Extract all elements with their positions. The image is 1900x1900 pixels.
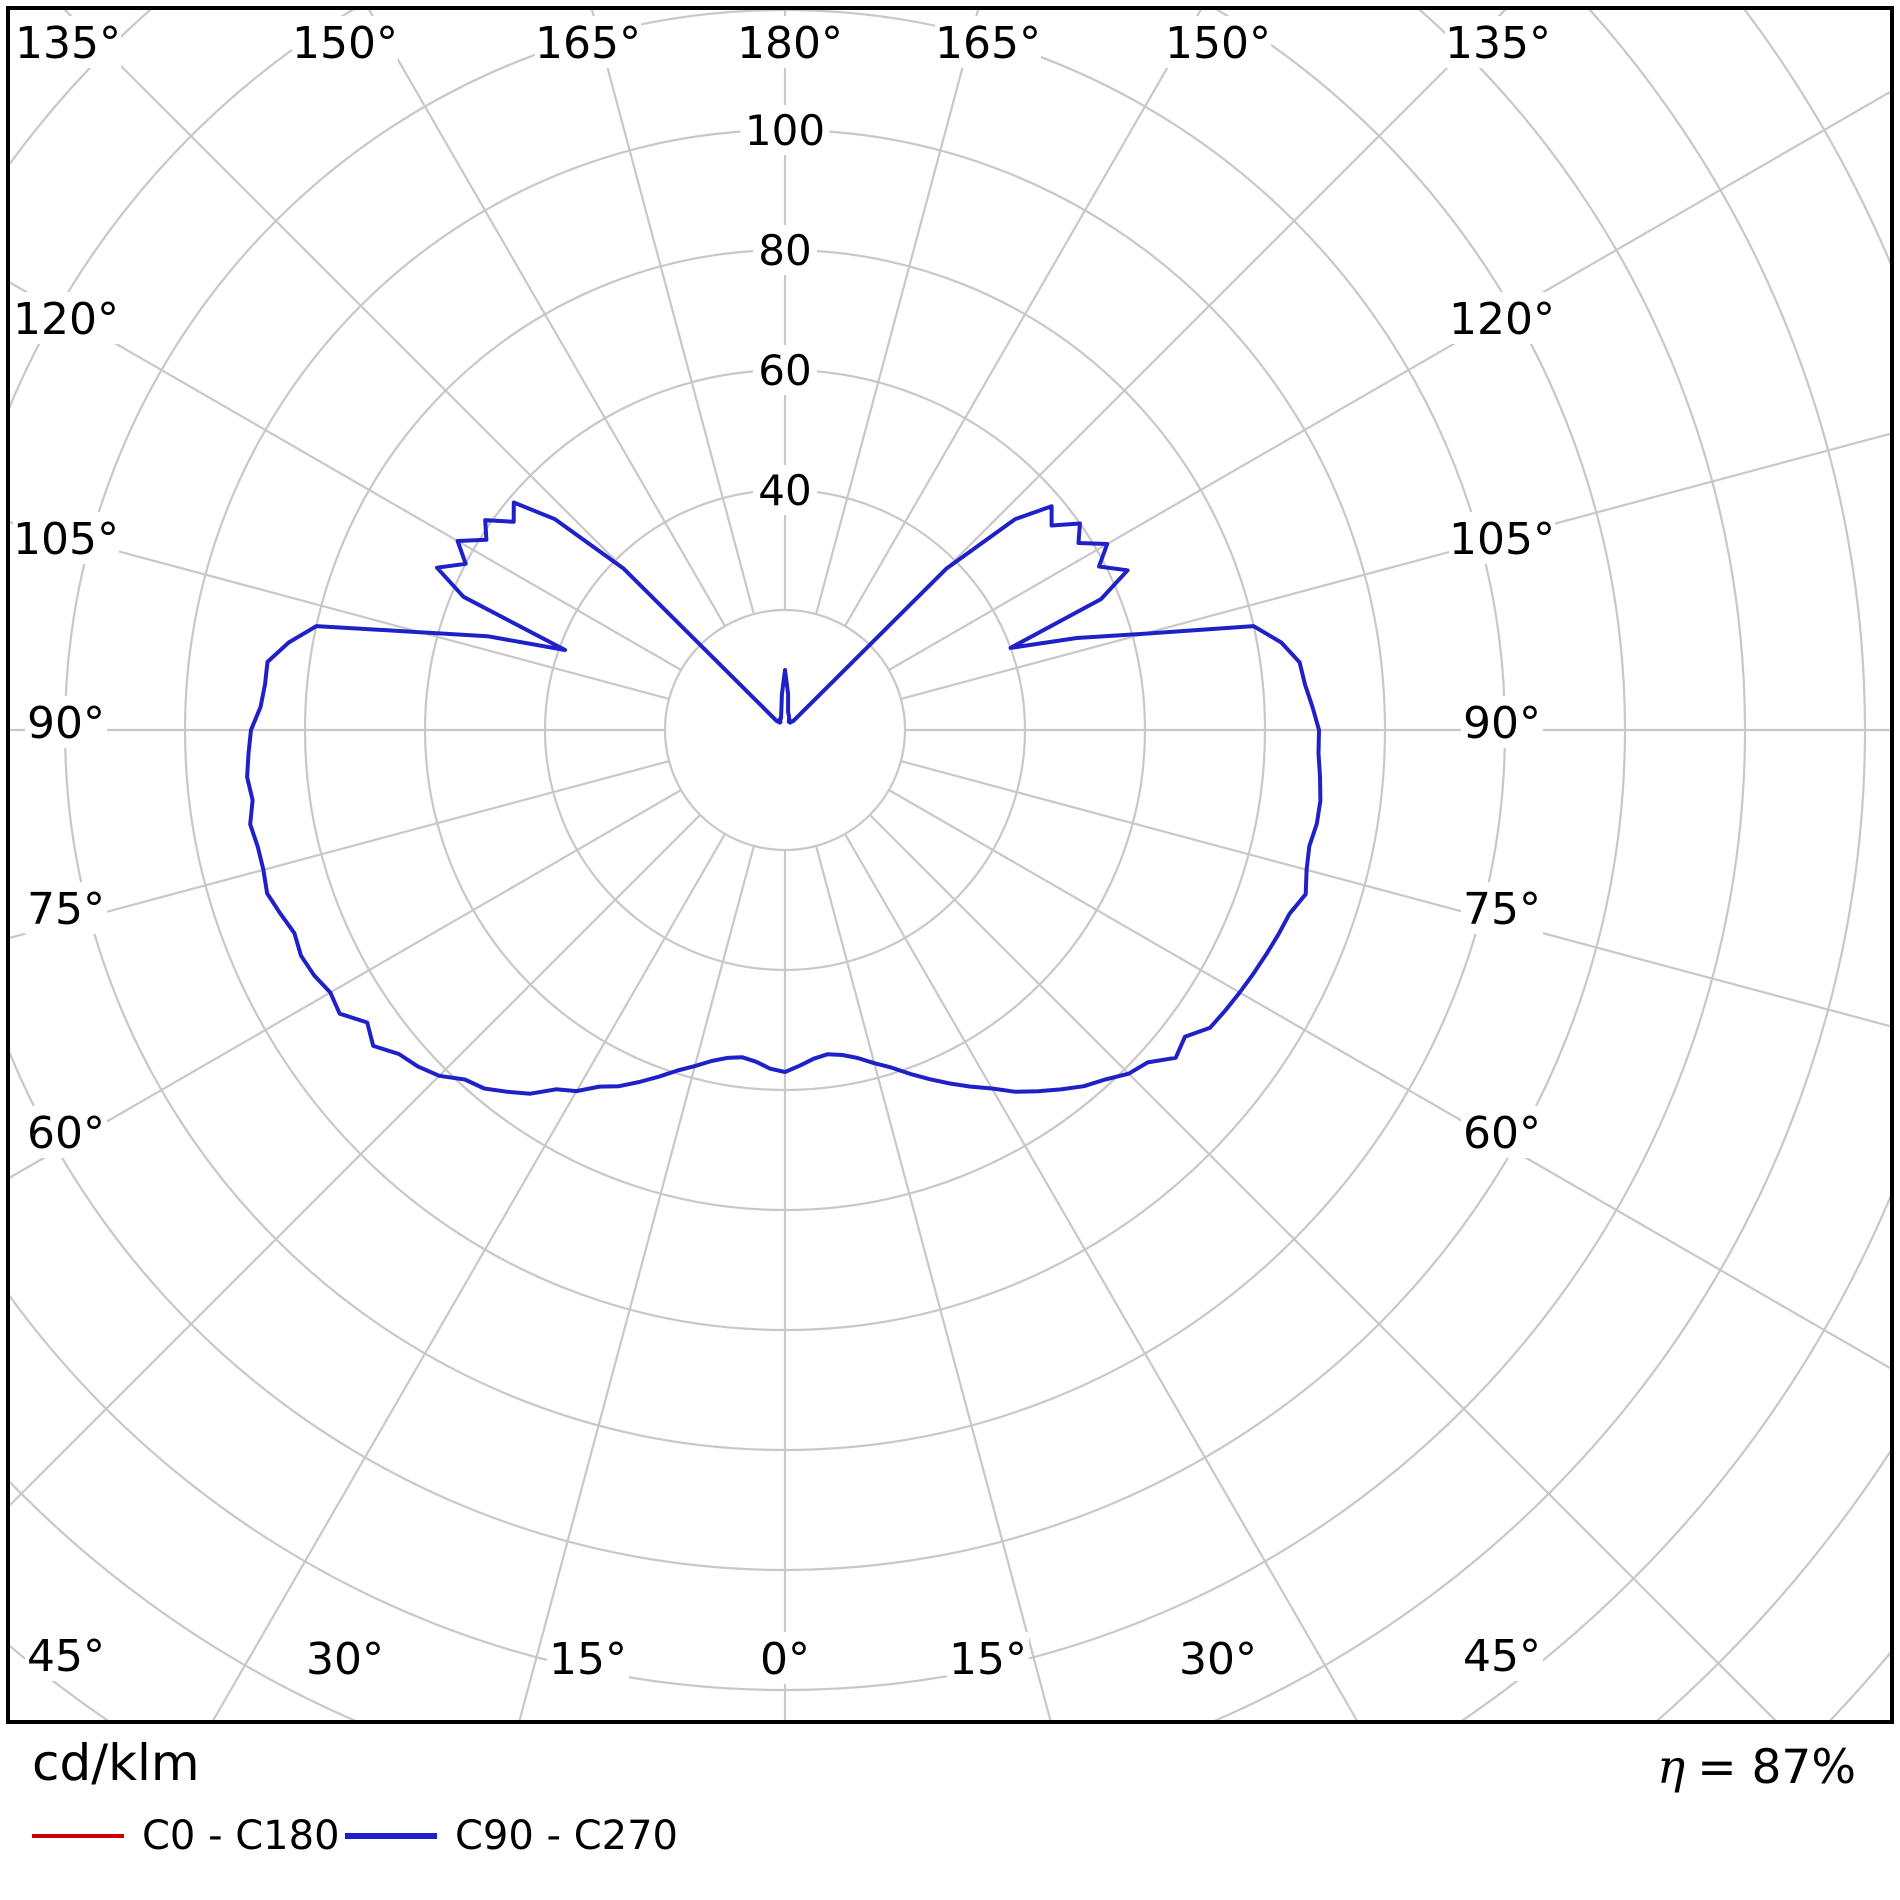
angle-label: 180° — [737, 18, 843, 69]
angle-label: 165° — [935, 18, 1041, 69]
angle-label: 150° — [1165, 18, 1271, 69]
angle-label-mask — [15, 16, 121, 68]
angle-label: 45° — [1463, 1631, 1541, 1682]
grid-radial-line — [900, 432, 1890, 700]
angle-label: 45° — [27, 1631, 105, 1682]
grid-radial-line — [869, 10, 1507, 646]
plot-border — [6, 6, 1894, 1724]
grid-radial-line — [10, 760, 670, 939]
c90-c270-line-swatch — [345, 1833, 437, 1839]
angle-label-mask — [1461, 1629, 1543, 1681]
angle-label-mask — [13, 292, 119, 344]
angle-label-mask — [737, 16, 843, 68]
grid-radial-line — [368, 10, 726, 627]
angle-label: 60° — [1463, 1108, 1541, 1159]
angle-label-mask — [1445, 16, 1551, 68]
ring-label-mask — [753, 345, 817, 395]
angle-label: 135° — [15, 18, 121, 69]
grid-radial-line — [869, 814, 1777, 1720]
grid-radial-line — [815, 10, 980, 615]
angle-label: 15° — [549, 1634, 627, 1685]
angle-label: 150° — [292, 18, 398, 69]
angle-label-mask — [1449, 512, 1555, 564]
grid-radial-line — [590, 10, 755, 615]
angle-label-mask — [1461, 696, 1543, 748]
angle-label-mask — [292, 16, 398, 68]
angle-label-mask — [25, 1106, 107, 1158]
grid-radial-line — [815, 845, 1052, 1720]
unit-label: cd/klm — [32, 1734, 200, 1792]
ring-label-mask — [753, 225, 817, 275]
angle-label: 120° — [13, 294, 119, 345]
eta-symbol: η — [1657, 1740, 1686, 1795]
ring-label: 60 — [758, 346, 811, 395]
angle-label-mask — [304, 1632, 386, 1684]
ring-label-mask — [740, 105, 830, 155]
legend-label-c0-c180: C0 - C180 — [142, 1813, 340, 1859]
angle-label: 60° — [27, 1108, 105, 1159]
angle-label: 165° — [535, 18, 641, 69]
grid-radial-line — [518, 845, 755, 1720]
angle-label: 135° — [1445, 18, 1551, 69]
angle-label-mask — [25, 696, 107, 748]
plot-background — [8, 8, 1892, 1722]
efficiency-label: η = 87% — [1657, 1740, 1856, 1795]
angle-label-mask — [25, 882, 107, 934]
angle-label-mask — [13, 512, 119, 564]
angle-label: 90° — [1463, 698, 1541, 749]
legend-item-c0-c180: C0 - C180 — [32, 1808, 340, 1864]
grid-radial-line — [844, 10, 1202, 627]
angle-label-mask — [947, 1632, 1029, 1684]
grid-radial-line — [844, 833, 1358, 1720]
angle-label: 105° — [13, 514, 119, 565]
angle-label-mask — [1165, 16, 1271, 68]
angle-label: 30° — [1179, 1634, 1257, 1685]
angle-label: 30° — [306, 1634, 384, 1685]
angle-label: 90° — [27, 698, 105, 749]
angle-label-mask — [1177, 1632, 1259, 1684]
legend-item-c90-c270: C90 - C270 — [345, 1808, 678, 1864]
angle-label: 105° — [1449, 514, 1555, 565]
grid-radial-line — [212, 833, 726, 1720]
angle-label: 75° — [27, 884, 105, 935]
c90-c270-curve — [245, 500, 1323, 1096]
grid-radial-line — [10, 521, 670, 700]
angle-label-mask — [535, 16, 641, 68]
efficiency-value: = 87% — [1697, 1740, 1856, 1795]
angle-labels: 135° 150° 165° 180° 165° 150° 135° 120° 105° 90° 7… — [13, 16, 1555, 1685]
angle-label-mask — [1461, 882, 1543, 934]
ring-label-mask — [753, 465, 817, 515]
legend-label-c90-c270: C90 - C270 — [455, 1813, 678, 1859]
ring-label: 40 — [758, 466, 811, 515]
angle-label: 15° — [949, 1634, 1027, 1685]
angle-label-mask — [547, 1632, 629, 1684]
ring-label: 80 — [758, 226, 811, 275]
c0-c180-line-swatch — [32, 1834, 124, 1838]
grid-radial-line — [63, 10, 701, 646]
ring-label: 100 — [745, 106, 825, 155]
angle-label-mask — [935, 16, 1041, 68]
angle-label: 0° — [760, 1634, 810, 1685]
grid-radial-line — [10, 814, 701, 1507]
angle-label-mask — [756, 1632, 814, 1684]
ring-labels: 40 60 80 100 — [740, 105, 830, 515]
angle-label: 120° — [1449, 294, 1555, 345]
angle-label: 75° — [1463, 884, 1541, 935]
angle-label-mask — [1461, 1106, 1543, 1158]
angle-label-mask — [1449, 292, 1555, 344]
grid-radial-line — [900, 760, 1890, 1028]
angle-label-mask — [25, 1629, 107, 1681]
